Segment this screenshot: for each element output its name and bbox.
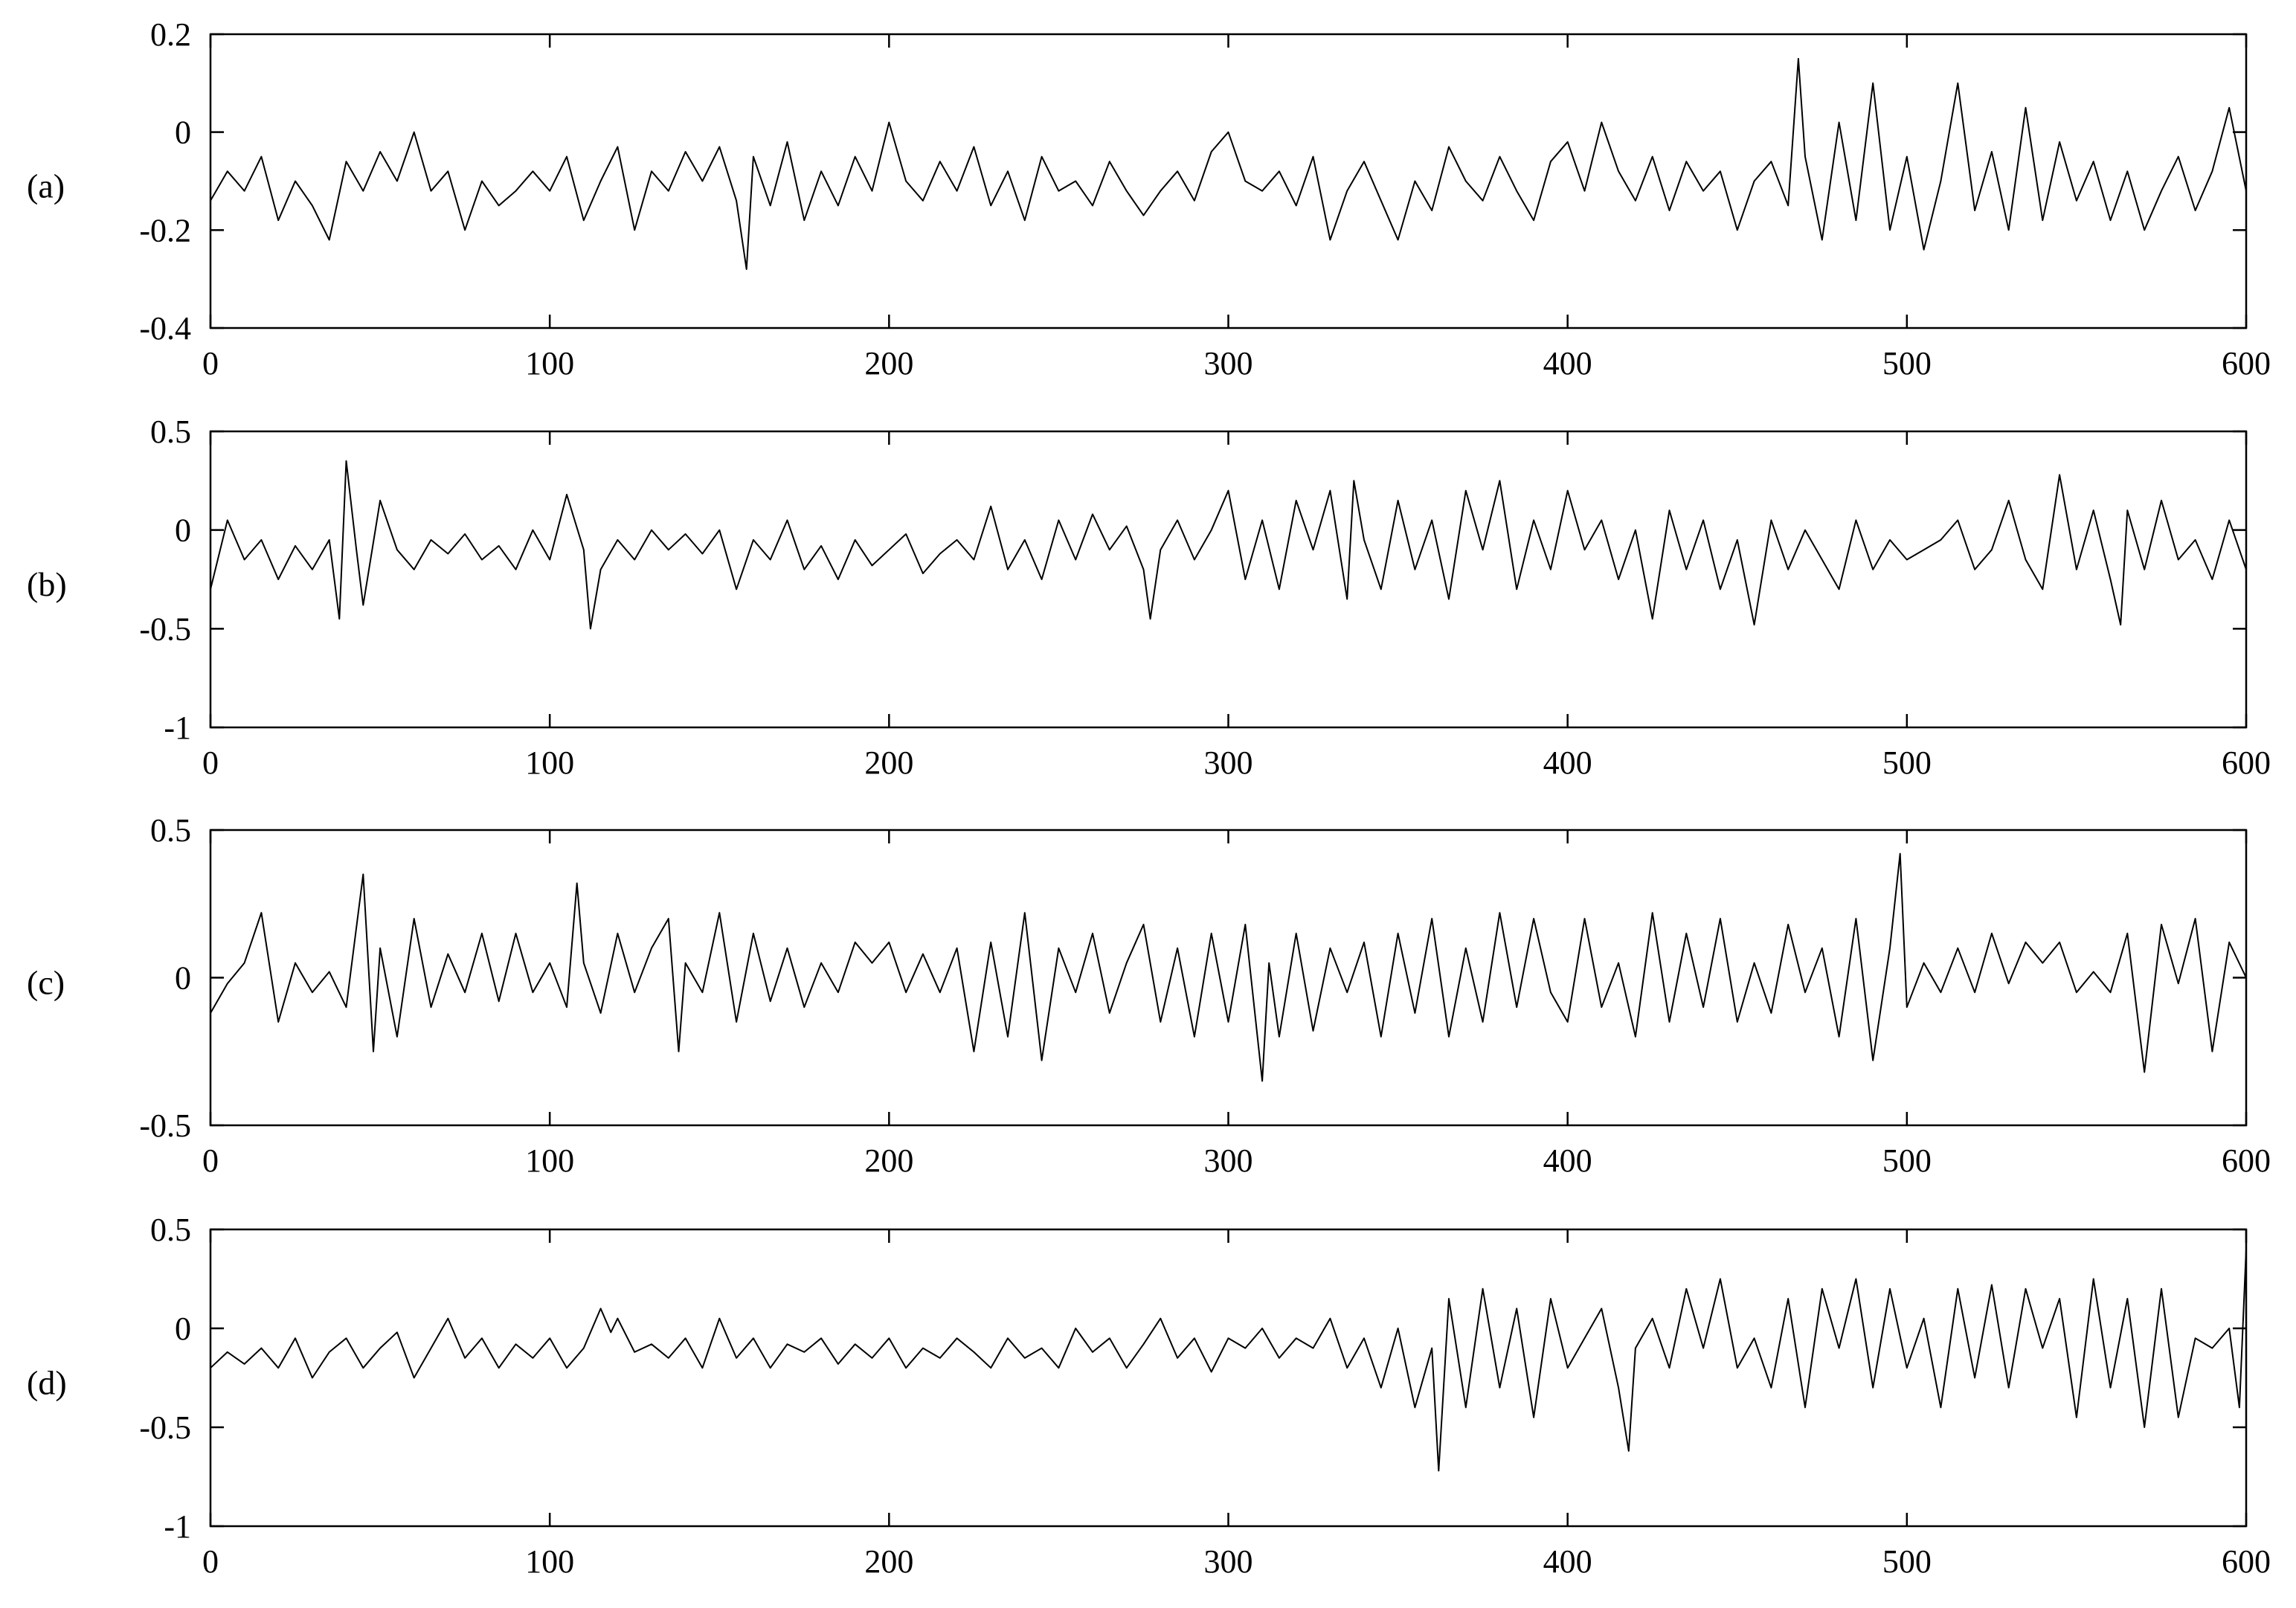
panel-a-x-tick-label: 400: [1543, 345, 1592, 382]
panel-b-label: (b): [27, 565, 67, 603]
panel-c-frame: [209, 829, 2248, 1127]
panel-d-x-tick-label: 0: [202, 1543, 219, 1580]
panel-b-y-tick-label: -0.5: [139, 611, 191, 647]
panel-d-x-tick-label: 300: [1204, 1543, 1253, 1580]
panel-b-x-tick-label: 200: [864, 744, 913, 781]
panel-c-y-tick-label: -0.5: [139, 1107, 191, 1144]
panel-b-x-tick-label: 300: [1204, 744, 1253, 781]
panel-a-x-tick-label: 500: [1882, 345, 1932, 382]
panel-d-y-tick-label: -1: [164, 1508, 191, 1545]
panel-d-series-line: [210, 1249, 2247, 1472]
panel-c-x-tick-label: 100: [525, 1142, 574, 1179]
panel-a-x-tick-label: 200: [864, 345, 913, 382]
panel-d-y-tick-label: -0.5: [139, 1409, 191, 1446]
panel-b-x-tick-label: 0: [202, 744, 219, 781]
panel-b-x-tick-label: 100: [525, 744, 574, 781]
panel-a-y-tick-label: -0.4: [139, 310, 191, 347]
panel-a-y-tick-label: -0.2: [139, 212, 191, 248]
panel-b-y-tick-label: 0: [175, 512, 191, 549]
panel-d-x-tick-label: 500: [1882, 1543, 1932, 1580]
panel-b-y-tick-label: -1: [164, 710, 191, 746]
panel-b-x-tick-label: 500: [1882, 744, 1932, 781]
panel-b-y-tick-label: 0.5: [150, 414, 191, 450]
panel-d-frame: [209, 1228, 2248, 1528]
panel-a-x-tick-label: 0: [202, 345, 219, 382]
panel-c-y-tick-label: 0: [175, 960, 191, 997]
panel-d-x-tick-label: 600: [2222, 1543, 2271, 1580]
panel-d-y-tick-label: 0.5: [150, 1212, 191, 1248]
panel-a-x-tick-label: 600: [2222, 345, 2271, 382]
panel-d-label: (d): [27, 1364, 67, 1402]
panel-c-label: (c): [27, 964, 65, 1002]
panel-c-series-line: [210, 852, 2247, 1082]
panel-c-x-tick-label: 500: [1882, 1142, 1932, 1179]
panel-c-x-tick-label: 200: [864, 1142, 913, 1179]
panel-b-x-tick-label: 400: [1543, 744, 1592, 781]
panel-a-y-tick-label: 0.2: [150, 16, 191, 53]
panel-a-series-line: [210, 57, 2247, 270]
panel-b-series-line: [210, 460, 2247, 630]
panel-d-y-tick-label: 0: [175, 1310, 191, 1347]
panel-c-y-tick-label: 0.5: [150, 812, 191, 849]
panel-a-x-tick-label: 100: [525, 345, 574, 382]
panel-c-x-tick-label: 0: [202, 1142, 219, 1179]
panel-a-x-tick-label: 300: [1204, 345, 1253, 382]
panel-c-x-tick-label: 600: [2222, 1142, 2271, 1179]
panel-c-x-tick-label: 300: [1204, 1142, 1253, 1179]
panel-d-x-tick-label: 100: [525, 1543, 574, 1580]
panel-a-label: (a): [27, 167, 65, 205]
panel-b-x-tick-label: 600: [2222, 744, 2271, 781]
panel-b-frame: [209, 430, 2248, 729]
panel-d-x-tick-label: 200: [864, 1543, 913, 1580]
panel-c-x-tick-label: 400: [1543, 1142, 1592, 1179]
panel-a-y-tick-label: 0: [175, 115, 191, 151]
panel-d-x-tick-label: 400: [1543, 1543, 1592, 1580]
